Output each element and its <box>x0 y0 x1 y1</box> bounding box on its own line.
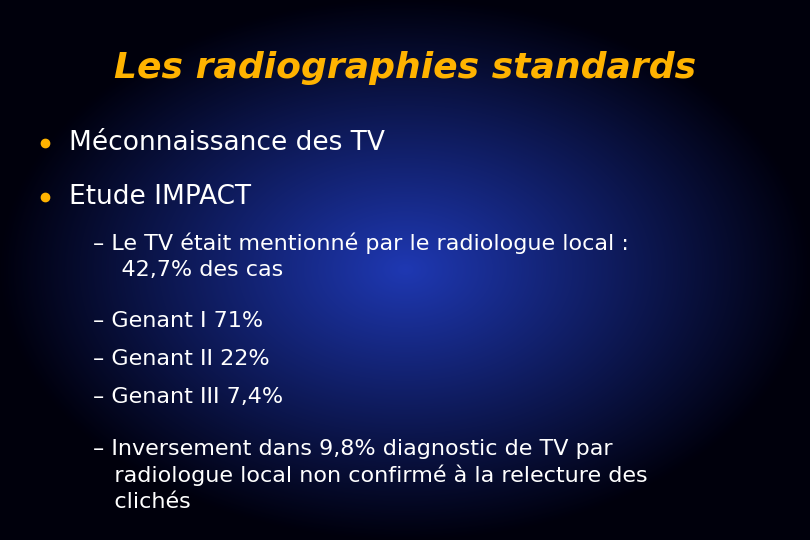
Text: – Genant III 7,4%: – Genant III 7,4% <box>93 387 284 407</box>
Text: – Genant I 71%: – Genant I 71% <box>93 311 263 332</box>
Text: – Le TV était mentionné par le radiologue local :
    42,7% des cas: – Le TV était mentionné par le radiologu… <box>93 233 629 280</box>
Text: Méconnaissance des TV: Méconnaissance des TV <box>69 130 385 156</box>
Text: – Genant II 22%: – Genant II 22% <box>93 349 270 369</box>
Text: Les radiographies standards: Les radiographies standards <box>114 51 696 85</box>
Text: Etude IMPACT: Etude IMPACT <box>69 184 251 210</box>
Text: – Inversement dans 9,8% diagnostic de TV par
   radiologue local non confirmé à : – Inversement dans 9,8% diagnostic de TV… <box>93 438 648 512</box>
